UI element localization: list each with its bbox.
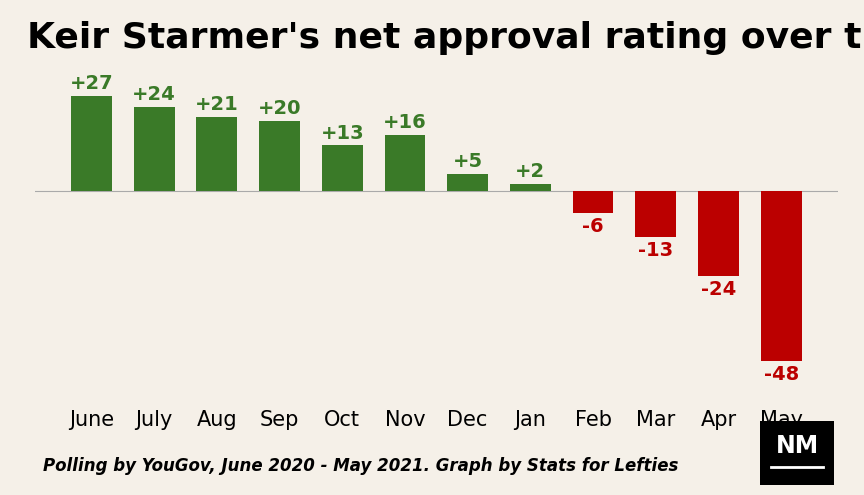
Text: NM: NM	[776, 435, 818, 458]
Bar	[510, 184, 550, 192]
Bar	[259, 121, 300, 192]
Text: +13: +13	[321, 124, 364, 143]
Bar	[196, 117, 238, 192]
Bar	[322, 146, 363, 192]
Bar	[698, 192, 739, 276]
Text: +21: +21	[195, 96, 238, 114]
Text: +20: +20	[257, 99, 302, 118]
Text: -13: -13	[638, 242, 673, 260]
Text: +2: +2	[515, 162, 545, 182]
Text: -24: -24	[701, 280, 736, 299]
Bar	[71, 96, 111, 192]
Bar	[761, 192, 802, 361]
Text: -48: -48	[764, 365, 799, 384]
Text: Polling by YouGov, June 2020 - May 2021. Graph by Stats for Lefties: Polling by YouGov, June 2020 - May 2021.…	[43, 457, 678, 475]
Bar	[448, 174, 488, 192]
Text: +27: +27	[70, 74, 113, 93]
Text: Keir Starmer's net approval rating over time: Keir Starmer's net approval rating over …	[27, 21, 864, 54]
Bar	[635, 192, 677, 237]
Bar	[384, 135, 425, 192]
Text: +16: +16	[383, 113, 427, 132]
Text: +5: +5	[453, 152, 483, 171]
Text: -6: -6	[582, 217, 604, 236]
Bar	[134, 107, 175, 192]
Bar	[573, 192, 613, 212]
Text: +24: +24	[132, 85, 176, 104]
